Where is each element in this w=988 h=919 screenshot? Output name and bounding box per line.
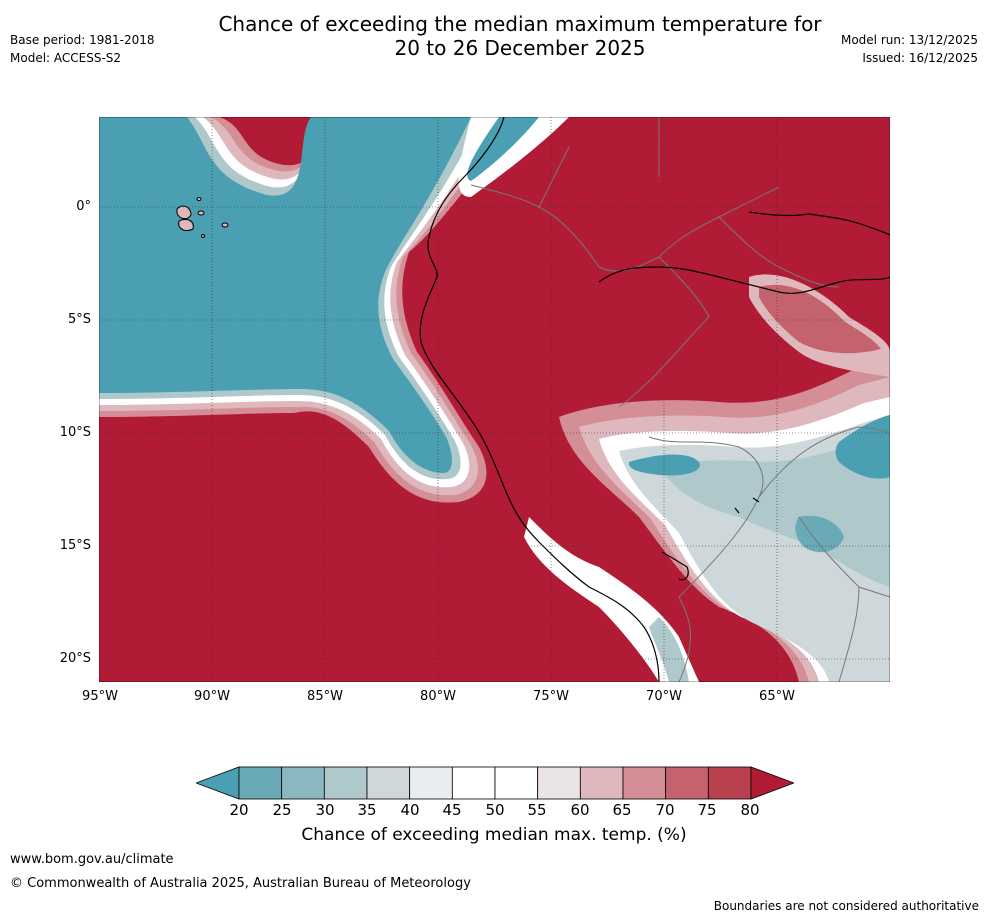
colorbar-tick-20: 20 [229,801,249,819]
colorbar-tick-40: 40 [400,801,420,819]
brazil-warm-inner [759,284,881,354]
colorbar-tick-55: 55 [527,801,547,819]
colorbar-bin-7 [494,766,539,800]
lat-label-15s: 15°S [59,538,91,553]
colorbar-tick-50: 50 [485,801,505,819]
lat-label-20s: 20°S [59,651,91,666]
lon-label-95w: 95°W [82,689,118,704]
colorbar [196,766,794,800]
lon-label-65w: 65°W [759,689,795,704]
national-boundaries [470,117,890,682]
disclaimer-text: Boundaries are not considered authoritat… [713,899,979,913]
coastlines [419,117,890,682]
base-period-text: Base period: 1981-2018 [10,33,155,47]
colorbar-tick-75: 75 [697,801,717,819]
forecast-map [99,117,890,682]
colorbar-bin-12 [707,766,752,800]
colorbar-tick-35: 35 [357,801,377,819]
brazil-cool-patch [835,415,890,479]
lat-label-10s: 10°S [59,425,91,440]
colorbar-tick-70: 70 [655,801,675,819]
colorbar-bin-11 [665,766,709,800]
colorbar-arrow-high [750,766,794,800]
colorbar-label: Chance of exceeding median max. temp. (%… [301,825,687,845]
colorbar-bin-2 [281,766,325,800]
colorbar-tick-60: 60 [570,801,590,819]
colorbar-bin-5 [409,766,453,800]
colorbar-tick-80: 80 [740,801,760,819]
issued-text: Issued: 16/12/2025 [862,51,978,65]
colorbar-bin-6 [451,766,496,800]
lon-label-75w: 75°W [533,689,569,704]
lat-label-0: 0° [76,199,91,214]
website-text: www.bom.gov.au/climate [10,852,174,867]
colorbar-bin-4 [366,766,411,800]
graticule [99,117,890,682]
lat-label-5s: 5°S [67,312,91,327]
model-text: Model: ACCESS-S2 [10,51,122,65]
lon-label-80w: 80°W [420,689,456,704]
lon-label-90w: 90°W [194,689,230,704]
lon-label-70w: 70°W [646,689,682,704]
colorbar-tick-30: 30 [315,801,335,819]
chile-coast-cool [649,617,689,682]
map-title-line1: Chance of exceeding the median maximum t… [218,12,822,36]
pacific-cool-region [99,117,471,473]
bolivia-cool-patch [795,515,844,553]
colorbar-arrow-low [196,766,240,800]
colorbar-bin-9 [579,766,624,800]
colorbar-tick-65: 65 [612,801,632,819]
colorbar-tick-45: 45 [442,801,462,819]
colorbar-bin-3 [323,766,368,800]
interior-cool-region [628,454,700,476]
colorbar-bin-1 [238,766,283,800]
map-title-line2: 20 to 26 December 2025 [394,36,646,60]
lon-label-85w: 85°W [307,689,343,704]
colorbar-bin-10 [622,766,667,800]
colombia-coast-cool [467,117,539,181]
model-run-text: Model run: 13/12/2025 [840,33,978,47]
galapagos-islands [176,197,229,238]
copyright-text: © Commonwealth of Australia 2025, Austra… [10,876,471,891]
map-title: Chance of exceeding the median maximum t… [0,12,988,60]
colorbar-tick-25: 25 [272,801,292,819]
colorbar-bin-8 [537,766,581,800]
